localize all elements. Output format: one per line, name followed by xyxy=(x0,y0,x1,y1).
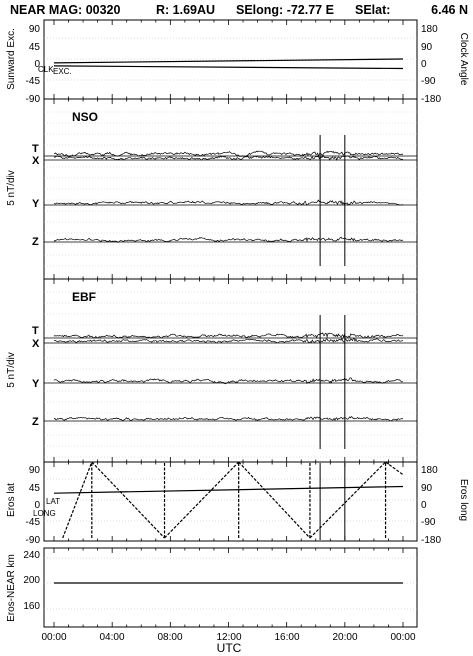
ebf-trace-t: T xyxy=(32,325,39,337)
angles-ytick-right-0: 0 xyxy=(421,59,427,70)
gridlines xyxy=(44,37,417,610)
range-panel-frame xyxy=(43,547,418,628)
eros-ytick-right-m180: -180 xyxy=(421,535,441,546)
angles-ytick-right-m180: -180 xyxy=(421,94,441,105)
eros-ytick-right-180: 180 xyxy=(421,465,438,476)
eros-long-segment xyxy=(238,461,311,539)
eros-ytick-m45: -45 xyxy=(26,517,41,528)
angles-ytick-90: 90 xyxy=(29,24,41,35)
xtick-1: 04:00 xyxy=(99,632,124,643)
xtick-4: 16:00 xyxy=(274,632,299,643)
angles-ylabel: Sunward Exc. xyxy=(6,28,17,90)
tick-marks xyxy=(53,20,404,627)
range-ytick-160: 160 xyxy=(23,601,40,612)
ebf-panel-label: EBF xyxy=(72,290,96,304)
angles-exc-line xyxy=(53,65,404,70)
eros-annot-long: LONG xyxy=(33,509,56,518)
data-traces xyxy=(44,58,417,584)
ebf-trace-x-line xyxy=(54,337,404,344)
nso-trace-z-line xyxy=(53,236,404,243)
angles-ytick-45: 45 xyxy=(29,42,41,53)
nso-trace-y: Y xyxy=(32,198,40,210)
ebf-panel-frame xyxy=(43,278,418,463)
nso-trace-t: T xyxy=(32,143,39,155)
x-axis-label: UTC xyxy=(217,641,242,655)
eros-ytick-0: 0 xyxy=(34,500,40,511)
distance-label: R: 1.69AU xyxy=(156,3,215,17)
eros-long-segment xyxy=(62,461,93,539)
eros-ylabel: Eros lat xyxy=(6,483,17,517)
ebf-trace-t-line xyxy=(53,332,404,339)
ebf-trace-z: Z xyxy=(32,416,39,428)
angles-ytick-right-180: 180 xyxy=(421,24,438,35)
eros-long-segment xyxy=(385,461,404,476)
angles-ytick-right-m90: -90 xyxy=(421,76,436,87)
eros-ytick-right-90: 90 xyxy=(421,483,433,494)
selong-label: SElong: -72.77 E xyxy=(236,3,334,17)
eros-ytick-m90: -90 xyxy=(26,535,41,546)
eros-ytick-45: 45 xyxy=(29,483,41,494)
eros-annot-lat: LAT xyxy=(46,497,60,506)
xtick-6: 00:00 xyxy=(390,632,415,643)
eros-ylabel-right: Eros long xyxy=(458,479,469,521)
eros-lat-line xyxy=(53,485,404,494)
xtick-2: 08:00 xyxy=(157,632,182,643)
eros-long-segment xyxy=(164,461,240,539)
angles-ytick-right-90: 90 xyxy=(421,42,433,53)
selat-value: 6.46 N xyxy=(431,3,468,17)
eros-ytick-90: 90 xyxy=(29,465,41,476)
angles-annot-exc: EXC. xyxy=(53,67,72,76)
nso-panel-label: NSO xyxy=(72,110,98,124)
range-ytick-240: 240 xyxy=(23,550,40,561)
ebf-trace-z-line xyxy=(53,415,404,422)
eros-ytick-right-0: 0 xyxy=(421,500,427,511)
angles-clock-line xyxy=(53,58,404,64)
nso-ylabel: 5 nT/div xyxy=(6,170,17,206)
mission-title: NEAR MAG: 00320 xyxy=(10,3,120,17)
ebf-trace-x: X xyxy=(32,338,40,350)
angles-ytick-m90: -90 xyxy=(26,94,41,105)
xtick-3: 12:00 xyxy=(216,632,241,643)
angles-ytick-0: 0 xyxy=(34,59,40,70)
eros-panel-frame xyxy=(43,461,418,542)
angles-ytick-m45: -45 xyxy=(26,76,41,87)
eros-long-segment xyxy=(91,461,165,539)
selat-label: SElat: xyxy=(355,3,390,17)
nso-trace-z: Z xyxy=(32,236,39,248)
eros-ytick-right-m90: -90 xyxy=(421,517,436,528)
range-ytick-200: 200 xyxy=(23,575,40,586)
ebf-trace-y: Y xyxy=(32,378,40,390)
xtick-5: 20:00 xyxy=(332,632,357,643)
nso-trace-y-line xyxy=(53,199,404,206)
nso-trace-x: X xyxy=(32,155,40,167)
ebf-ylabel: 5 nT/div xyxy=(6,352,17,388)
angles-annot-clk: CLK xyxy=(38,65,54,74)
range-ylabel: Eros-NEAR km xyxy=(6,554,17,622)
xtick-0: 00:00 xyxy=(41,632,66,643)
angles-ylabel-right: Clock Angle xyxy=(458,33,469,86)
